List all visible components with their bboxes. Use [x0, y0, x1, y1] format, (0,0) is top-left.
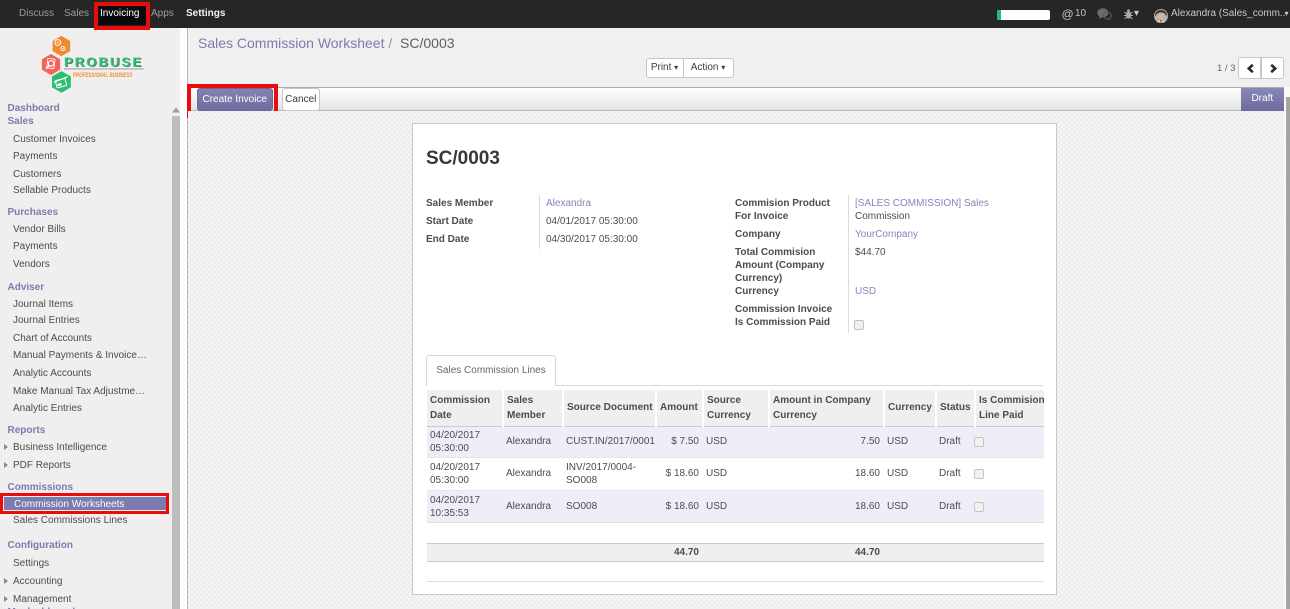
svg-text:PROFESSIONAL BUSINESS: PROFESSIONAL BUSINESS [73, 72, 133, 79]
svg-text:PROBUSE: PROBUSE [64, 55, 141, 70]
svg-text:PROBUSE: PROBUSE [65, 55, 142, 70]
